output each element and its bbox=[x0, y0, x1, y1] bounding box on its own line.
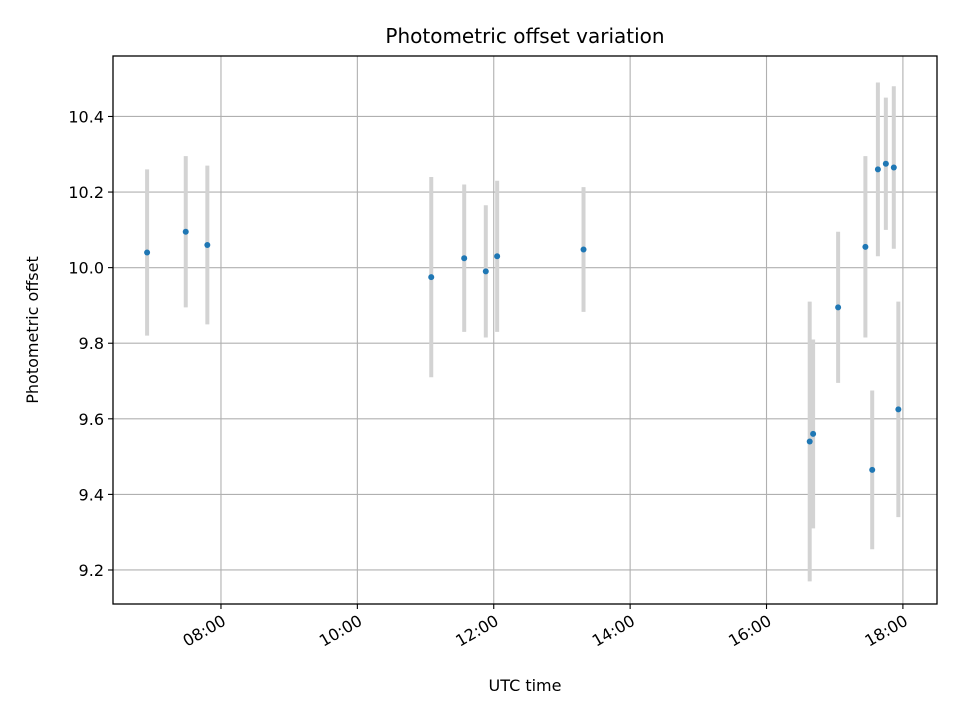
y-axis-ticks: 9.2 9.4 9.6 9.8 10.0 10.2 10.4 bbox=[68, 107, 113, 580]
data-point bbox=[835, 304, 842, 311]
data-point bbox=[895, 406, 902, 413]
x-tick-label: 18:00 bbox=[861, 611, 910, 651]
x-tick-label: 14:00 bbox=[589, 611, 638, 651]
y-tick-label: 10.0 bbox=[68, 259, 104, 278]
y-tick-label: 10.2 bbox=[68, 183, 104, 202]
data-point bbox=[806, 438, 813, 445]
plot-frame bbox=[112, 55, 938, 605]
data-point bbox=[204, 241, 211, 248]
grid bbox=[113, 56, 937, 604]
x-tick-label: 12:00 bbox=[452, 611, 501, 651]
x-axis-ticks: 08:00 10:00 12:00 14:00 16:00 18:00 bbox=[180, 604, 911, 651]
y-tick-label: 9.6 bbox=[79, 410, 104, 429]
y-tick-label: 10.4 bbox=[68, 107, 104, 126]
data-point bbox=[144, 249, 151, 256]
chart-title: Photometric offset variation bbox=[385, 24, 664, 48]
data-point bbox=[862, 243, 869, 250]
y-tick-label: 9.8 bbox=[79, 334, 104, 353]
x-axis-label: UTC time bbox=[489, 676, 562, 695]
data-point bbox=[874, 166, 881, 173]
data-point bbox=[428, 274, 435, 281]
data-point bbox=[580, 246, 587, 253]
data-point bbox=[882, 160, 889, 167]
data-point bbox=[890, 164, 897, 171]
error-bars bbox=[145, 82, 901, 582]
data-point bbox=[182, 228, 189, 235]
y-tick-label: 9.4 bbox=[79, 485, 104, 504]
x-tick-label: 08:00 bbox=[180, 611, 229, 651]
data-points bbox=[144, 160, 902, 473]
data-point bbox=[482, 268, 489, 275]
y-tick-label: 9.2 bbox=[79, 561, 104, 580]
y-axis-label: Photometric offset bbox=[23, 256, 42, 404]
data-point bbox=[869, 466, 876, 473]
x-tick-label: 10:00 bbox=[316, 611, 365, 651]
data-point bbox=[461, 255, 468, 262]
data-point bbox=[810, 430, 817, 437]
x-tick-label: 16:00 bbox=[725, 611, 774, 651]
data-point bbox=[494, 253, 501, 260]
